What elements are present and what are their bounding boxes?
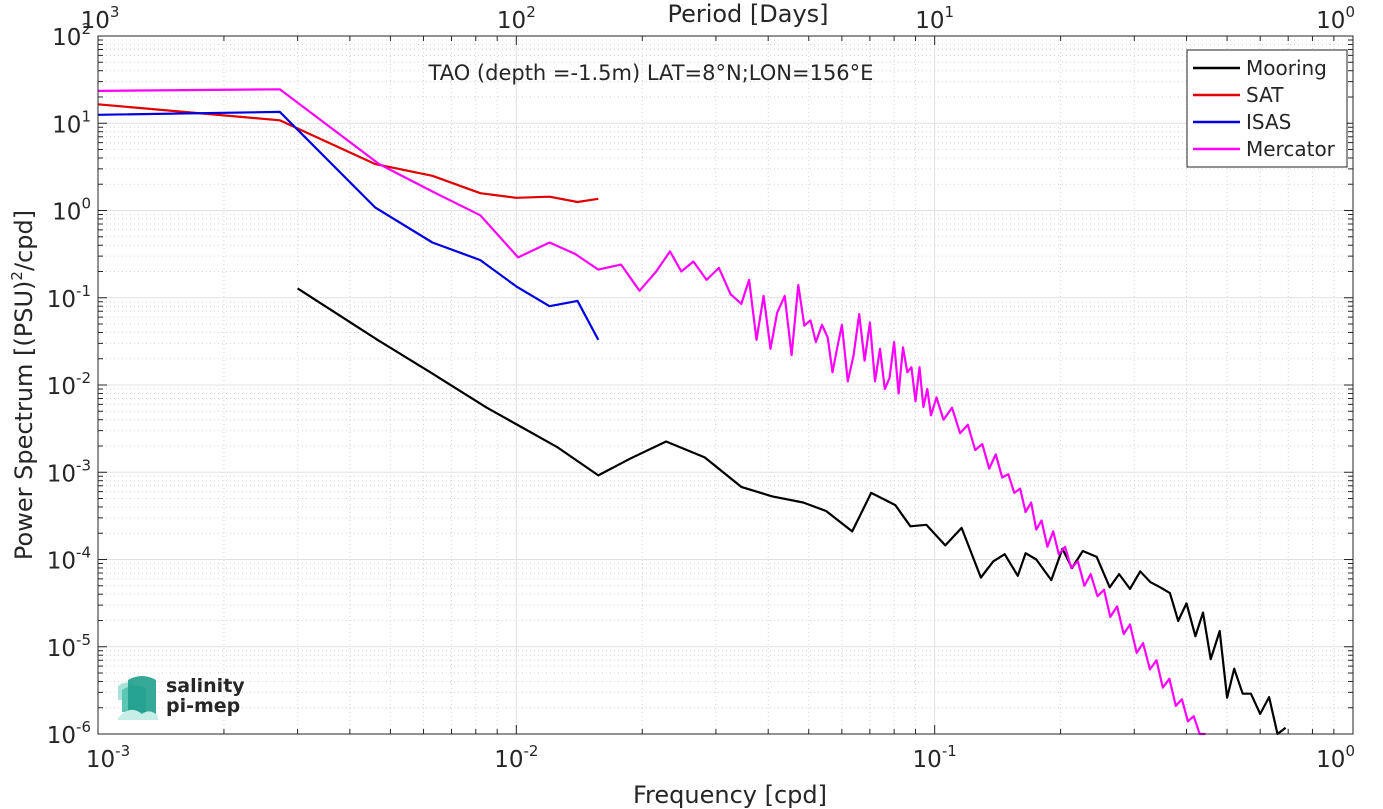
legend-label-sat: SAT xyxy=(1246,83,1284,107)
x-tick-label-exp: 0 xyxy=(1345,742,1355,760)
x-tick-label-exp: -2 xyxy=(523,742,538,760)
x-tick-label-base: 10 xyxy=(494,747,523,773)
y-tick-label-base: 10 xyxy=(47,636,76,662)
top-tick-label-base: 10 xyxy=(915,8,944,34)
y-tick-label: 102 xyxy=(52,20,91,51)
y-tick-label-base: 10 xyxy=(47,374,76,400)
y-axis-label-sup: 2 xyxy=(8,271,26,281)
top-tick-label: 101 xyxy=(915,3,954,34)
y-tick-label-exp: -5 xyxy=(76,631,91,649)
y-axis-label: Power Spectrum [(PSU)2/cpd] xyxy=(8,210,38,560)
y-axis-label-tail: /cpd] xyxy=(10,210,38,271)
series-line-mooring xyxy=(297,287,1287,736)
y-tick-label: 101 xyxy=(52,107,91,138)
y-tick-label: 10-1 xyxy=(47,282,91,313)
top-axis-label: Period [Days] xyxy=(667,0,828,28)
x-tick-label-base: 10 xyxy=(913,747,942,773)
y-tick-label: 10-2 xyxy=(47,369,91,400)
legend-box xyxy=(1186,49,1348,168)
legend: Mooring SAT ISAS Mercator xyxy=(1186,49,1348,168)
series-line-sat xyxy=(97,103,599,204)
x-tick-label: 100 xyxy=(1316,742,1355,773)
logo-text-pimep: pi-mep xyxy=(166,695,240,717)
chart-title: TAO (depth =-1.5m) LAT=8°N;LON=156°E xyxy=(428,61,874,85)
y-tick-label-base: 10 xyxy=(52,112,81,138)
y-tick-label-base: 10 xyxy=(47,723,76,749)
y-axis-label-main: Power Spectrum [(PSU) xyxy=(10,281,38,560)
y-tick-label-base: 10 xyxy=(52,25,81,51)
y-tick-label-exp: -6 xyxy=(76,718,91,736)
series-line-isas xyxy=(97,110,600,341)
y-tick-label: 10-6 xyxy=(47,718,91,749)
legend-label-mooring: Mooring xyxy=(1246,56,1327,80)
x-tick-label: 10-2 xyxy=(494,742,538,773)
x-axis-label: Frequency [cpd] xyxy=(633,781,827,809)
legend-label-isas: ISAS xyxy=(1246,110,1291,134)
x-tick-label-exp: -1 xyxy=(942,742,957,760)
series-layer xyxy=(97,88,1287,736)
y-tick-label-base: 10 xyxy=(47,287,76,313)
axis-ticks xyxy=(97,35,1354,735)
top-tick-label-base: 10 xyxy=(81,8,110,34)
y-tick-label-exp: 0 xyxy=(81,195,91,213)
y-tick-label-base: 10 xyxy=(47,549,76,575)
top-tick-label-base: 10 xyxy=(1316,8,1345,34)
top-tick-label: 103 xyxy=(81,3,120,34)
top-tick-label-exp: 1 xyxy=(945,3,955,21)
x-tick-label-exp: -3 xyxy=(115,742,130,760)
top-tick-label: 102 xyxy=(497,3,536,34)
series-line-mercator xyxy=(97,88,1206,736)
y-tick-label: 10-4 xyxy=(47,544,91,575)
top-tick-label: 100 xyxy=(1316,3,1355,34)
y-tick-label-base: 10 xyxy=(47,461,76,487)
top-tick-label-exp: 3 xyxy=(110,3,120,21)
y-tick-label: 10-3 xyxy=(47,456,91,487)
x-tick-label: 10-3 xyxy=(86,742,130,773)
x-tick-label: 10-1 xyxy=(913,742,957,773)
y-tick-label-exp: -2 xyxy=(76,369,91,387)
salinity-pimep-logo: salinity pi-mep xyxy=(118,675,245,720)
top-tick-label-base: 10 xyxy=(497,8,526,34)
top-tick-label-exp: 0 xyxy=(1345,3,1355,21)
legend-label-mercator: Mercator xyxy=(1246,137,1336,161)
logo-text-salinity: salinity xyxy=(166,675,245,697)
y-tick-label-exp: 1 xyxy=(81,107,91,125)
y-tick-label-exp: -4 xyxy=(76,544,91,562)
y-tick-label-exp: 2 xyxy=(81,20,91,38)
y-tick-label-exp: -1 xyxy=(76,282,91,300)
x-tick-label-base: 10 xyxy=(1316,747,1345,773)
x-tick-label-base: 10 xyxy=(86,747,115,773)
logo-wave-icon xyxy=(118,676,158,720)
y-tick-label-base: 10 xyxy=(52,200,81,226)
y-tick-label: 10-5 xyxy=(47,631,91,662)
top-tick-label-exp: 2 xyxy=(526,3,536,21)
y-tick-label-exp: -3 xyxy=(76,456,91,474)
y-tick-label: 100 xyxy=(52,195,91,226)
